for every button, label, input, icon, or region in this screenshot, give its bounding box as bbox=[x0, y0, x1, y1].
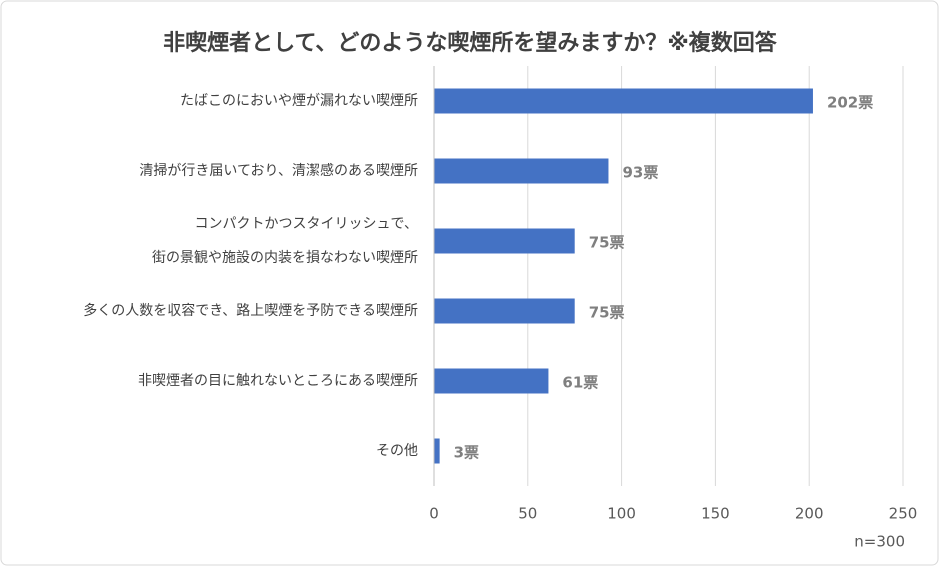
y-tick-label-line: 非喫煙者の目に触れないところにある喫煙所 bbox=[138, 373, 418, 389]
x-tick-label: 200 bbox=[795, 505, 824, 523]
note: n=300 bbox=[854, 533, 905, 551]
y-tick-label-line: 多くの人数を収容でき、路上喫煙を予防できる喫煙所 bbox=[83, 302, 418, 319]
bar bbox=[434, 368, 549, 394]
y-tick-label-line: たばこのにおいや煙が漏れない喫煙所 bbox=[180, 93, 418, 109]
bar bbox=[434, 228, 575, 254]
chart-title: 非喫煙者として、どのような喫煙所を望みますか？※複数回答 bbox=[163, 30, 778, 56]
y-tick-label: 非喫煙者の目に触れないところにある喫煙所 bbox=[138, 373, 418, 389]
y-tick-label: 多くの人数を収容でき、路上喫煙を予防できる喫煙所 bbox=[83, 302, 418, 319]
x-tick-label: 150 bbox=[701, 505, 730, 523]
bar bbox=[434, 438, 440, 464]
x-tick-label: 250 bbox=[889, 505, 918, 523]
data-label: 3票 bbox=[454, 444, 479, 462]
x-tick-label: 50 bbox=[518, 505, 537, 523]
y-tick-label-line: コンパクトかつスタイリッシュで、 bbox=[195, 216, 418, 232]
data-label: 202票 bbox=[827, 94, 873, 112]
y-tick-label-line: その他 bbox=[376, 443, 418, 459]
y-tick-label-line: 清掃が行き届いており、清潔感のある喫煙所 bbox=[139, 162, 418, 179]
bar bbox=[434, 88, 813, 114]
bar bbox=[434, 158, 609, 184]
data-label: 93票 bbox=[622, 164, 658, 182]
y-tick-label: コンパクトかつスタイリッシュで、街の景観や施設の内装を損なわない喫煙所 bbox=[152, 216, 418, 266]
bar bbox=[434, 298, 575, 324]
y-tick-label-line: 街の景観や施設の内装を損なわない喫煙所 bbox=[152, 249, 418, 266]
x-tick-label: 0 bbox=[429, 505, 439, 523]
y-tick-label: たばこのにおいや煙が漏れない喫煙所 bbox=[180, 93, 418, 109]
data-label: 61票 bbox=[562, 374, 598, 392]
y-tick-label: その他 bbox=[376, 443, 418, 459]
data-label: 75票 bbox=[589, 234, 625, 252]
x-tick-label: 100 bbox=[607, 505, 636, 523]
y-tick-label: 清掃が行き届いており、清潔感のある喫煙所 bbox=[139, 162, 418, 179]
data-label: 75票 bbox=[589, 304, 625, 322]
